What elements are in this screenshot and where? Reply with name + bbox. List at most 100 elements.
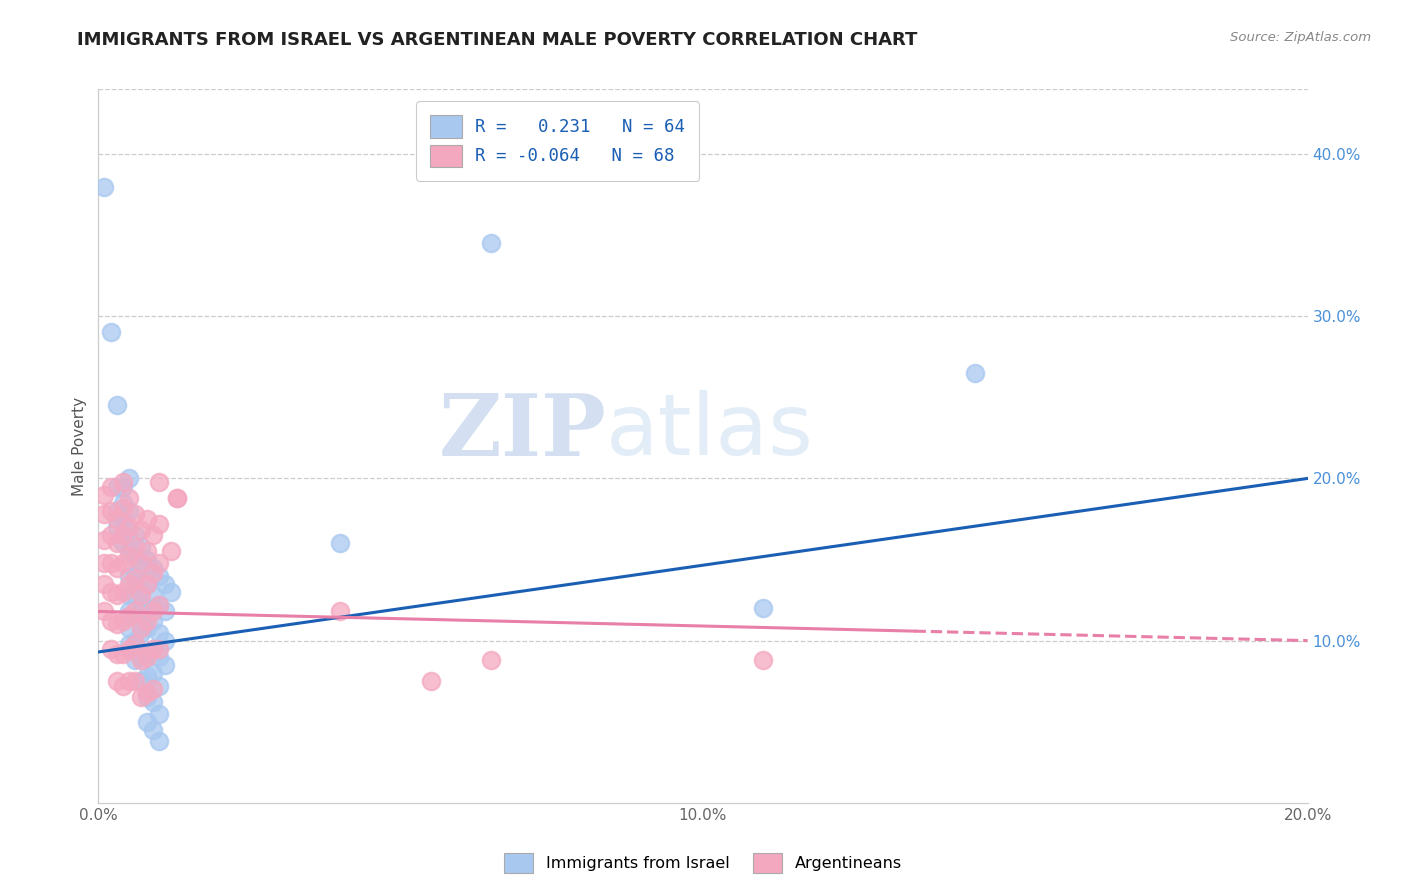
- Point: [142, 604, 165, 618]
- Point: [118, 674, 141, 689]
- Point: [111, 500, 134, 515]
- Point: [111, 536, 134, 550]
- Point: [111, 479, 134, 493]
- Legend: Immigrants from Israel, Argentineans: Immigrants from Israel, Argentineans: [498, 847, 908, 880]
- Point: [93, 604, 115, 618]
- Point: [124, 528, 146, 542]
- Point: [135, 685, 157, 699]
- Point: [135, 614, 157, 628]
- Point: [124, 653, 146, 667]
- Legend: R =   0.231   N = 64, R = -0.064   N = 68: R = 0.231 N = 64, R = -0.064 N = 68: [416, 102, 699, 181]
- Point: [148, 649, 170, 664]
- Point: [135, 601, 157, 615]
- Point: [135, 577, 157, 591]
- Point: [124, 609, 146, 624]
- Point: [100, 556, 122, 570]
- Point: [111, 528, 134, 542]
- Point: [105, 617, 128, 632]
- Point: [111, 614, 134, 628]
- Point: [118, 588, 141, 602]
- Point: [105, 479, 128, 493]
- Point: [105, 560, 128, 574]
- Point: [129, 582, 152, 596]
- Point: [105, 520, 128, 534]
- Point: [148, 568, 170, 582]
- Point: [93, 577, 115, 591]
- Point: [118, 520, 141, 534]
- Point: [100, 528, 122, 542]
- Point: [93, 179, 115, 194]
- Point: [93, 556, 115, 570]
- Point: [752, 601, 775, 615]
- Point: [93, 488, 115, 502]
- Point: [166, 491, 188, 505]
- Point: [329, 604, 352, 618]
- Point: [420, 674, 443, 689]
- Point: [105, 504, 128, 518]
- Point: [129, 560, 152, 574]
- Point: [142, 641, 165, 656]
- Point: [124, 568, 146, 582]
- Point: [111, 647, 134, 661]
- Point: [142, 723, 165, 737]
- Point: [118, 637, 141, 651]
- Point: [148, 679, 170, 693]
- Point: [142, 566, 165, 580]
- Point: [118, 524, 141, 538]
- Point: [129, 604, 152, 618]
- Point: [124, 588, 146, 602]
- Point: [118, 549, 141, 564]
- Point: [481, 653, 503, 667]
- Point: [124, 507, 146, 521]
- Point: [118, 641, 141, 656]
- Point: [100, 504, 122, 518]
- Point: [111, 512, 134, 526]
- Point: [135, 714, 157, 729]
- Point: [142, 641, 165, 656]
- Point: [129, 556, 152, 570]
- Point: [100, 641, 122, 656]
- Point: [148, 475, 170, 489]
- Point: [135, 647, 157, 661]
- Point: [111, 679, 134, 693]
- Point: [129, 625, 152, 640]
- Point: [124, 637, 146, 651]
- Point: [135, 512, 157, 526]
- Point: [118, 544, 141, 558]
- Point: [111, 496, 134, 510]
- Point: [481, 236, 503, 251]
- Point: [105, 536, 128, 550]
- Point: [100, 585, 122, 599]
- Point: [93, 533, 115, 547]
- Text: atlas: atlas: [606, 390, 814, 474]
- Point: [160, 544, 183, 558]
- Point: [118, 504, 141, 518]
- Point: [148, 706, 170, 721]
- Text: IMMIGRANTS FROM ISRAEL VS ARGENTINEAN MALE POVERTY CORRELATION CHART: IMMIGRANTS FROM ISRAEL VS ARGENTINEAN MA…: [77, 31, 918, 49]
- Point: [142, 528, 165, 542]
- Point: [118, 471, 141, 485]
- Point: [100, 614, 122, 628]
- Point: [148, 598, 170, 612]
- Point: [142, 588, 165, 602]
- Point: [111, 556, 134, 570]
- Point: [129, 588, 152, 602]
- Point: [166, 491, 188, 505]
- Point: [93, 507, 115, 521]
- Point: [142, 695, 165, 709]
- Point: [148, 734, 170, 748]
- Point: [105, 399, 128, 413]
- Point: [135, 649, 157, 664]
- Point: [105, 588, 128, 602]
- Point: [100, 479, 122, 493]
- Point: [129, 524, 152, 538]
- Point: [153, 657, 176, 672]
- Point: [118, 609, 141, 624]
- Point: [129, 690, 152, 705]
- Point: [148, 598, 170, 612]
- Point: [153, 633, 176, 648]
- Point: [142, 614, 165, 628]
- Point: [129, 621, 152, 635]
- Point: [129, 674, 152, 689]
- Point: [752, 653, 775, 667]
